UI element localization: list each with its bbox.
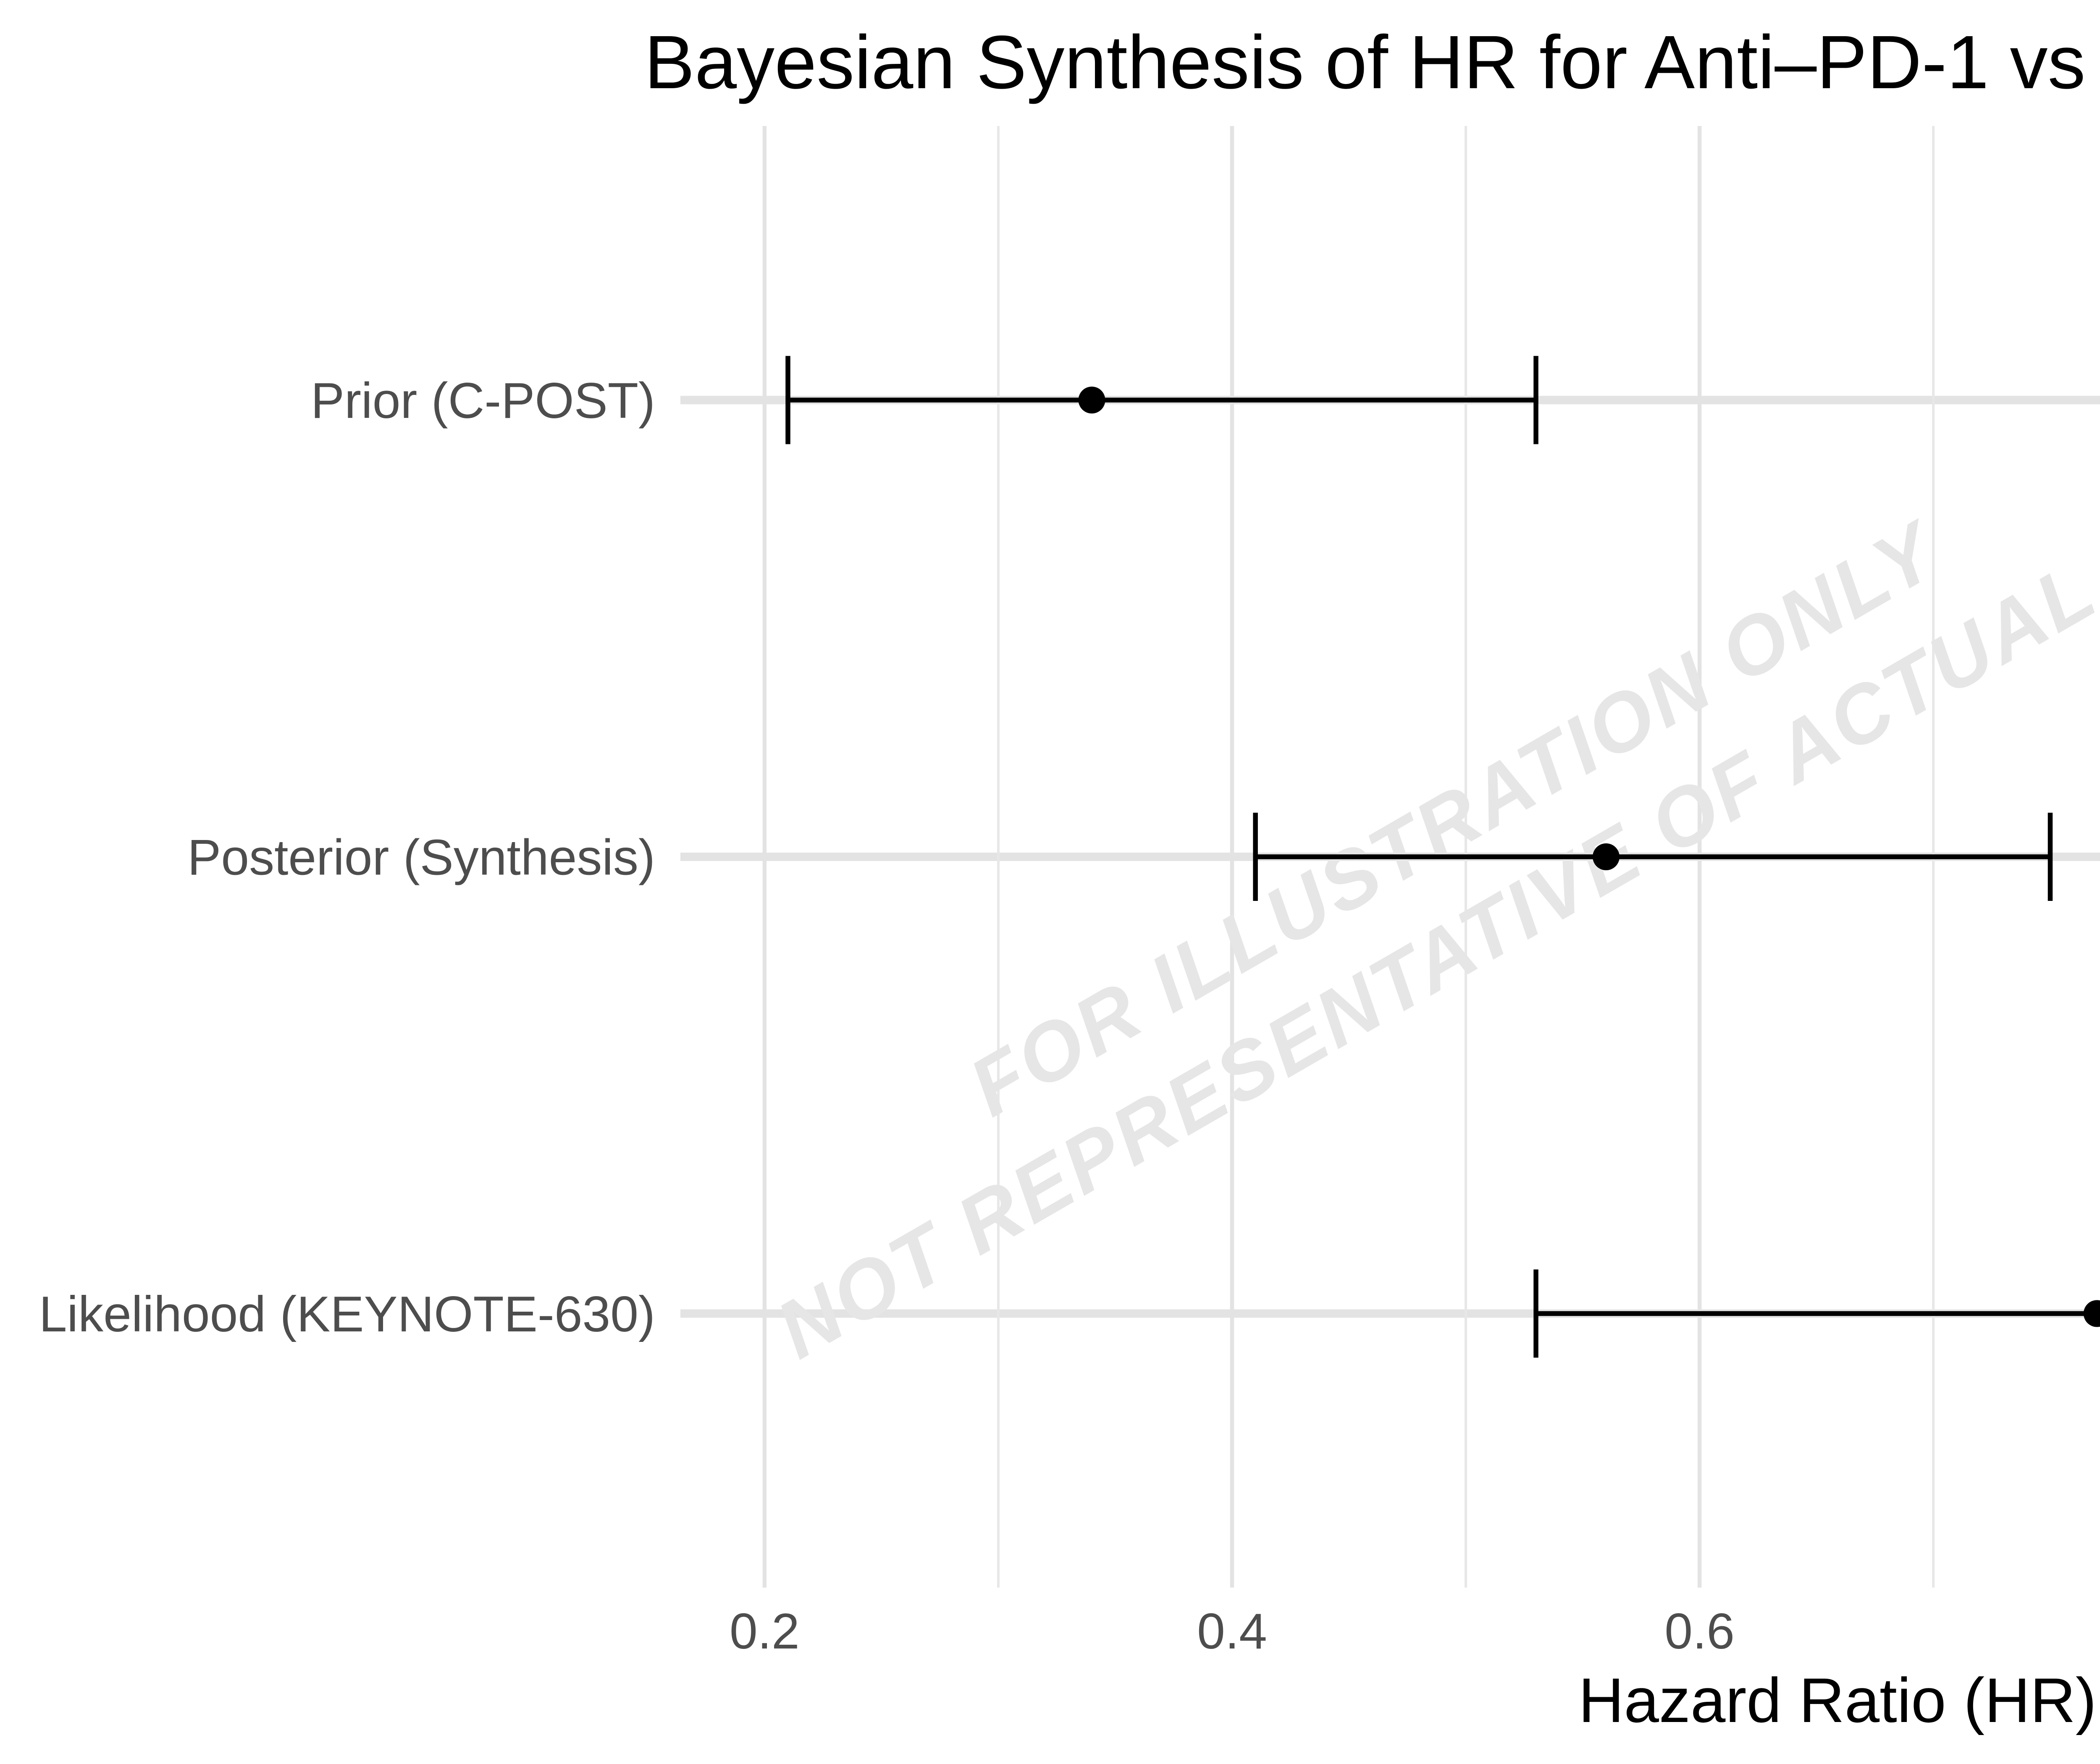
row-label: Prior (C-POST) [311, 373, 655, 429]
row-labels: Prior (C-POST) Posterior (Synthesis) Likel… [39, 373, 655, 1342]
x-axis-title: Hazard Ratio (HR) [1578, 1665, 2097, 1735]
estimates [785, 356, 2100, 1358]
x-tick-labels: 0.20.40.60.81.0 [730, 1603, 1735, 1659]
x-tick-label: 0.6 [1664, 1603, 1735, 1659]
x-tick-label: 0.2 [730, 1603, 800, 1659]
chart-title: Bayesian Synthesis of HR for Anti–PD-1 v… [644, 20, 2100, 105]
row-label: Posterior (Synthesis) [187, 830, 655, 886]
hr-point [1078, 386, 1105, 414]
hr-point [2083, 1300, 2100, 1327]
hr-point [1592, 843, 1620, 870]
row-label: Likelihood (KEYNOTE-630) [39, 1286, 655, 1342]
x-tick-label: 0.4 [1197, 1603, 1267, 1659]
